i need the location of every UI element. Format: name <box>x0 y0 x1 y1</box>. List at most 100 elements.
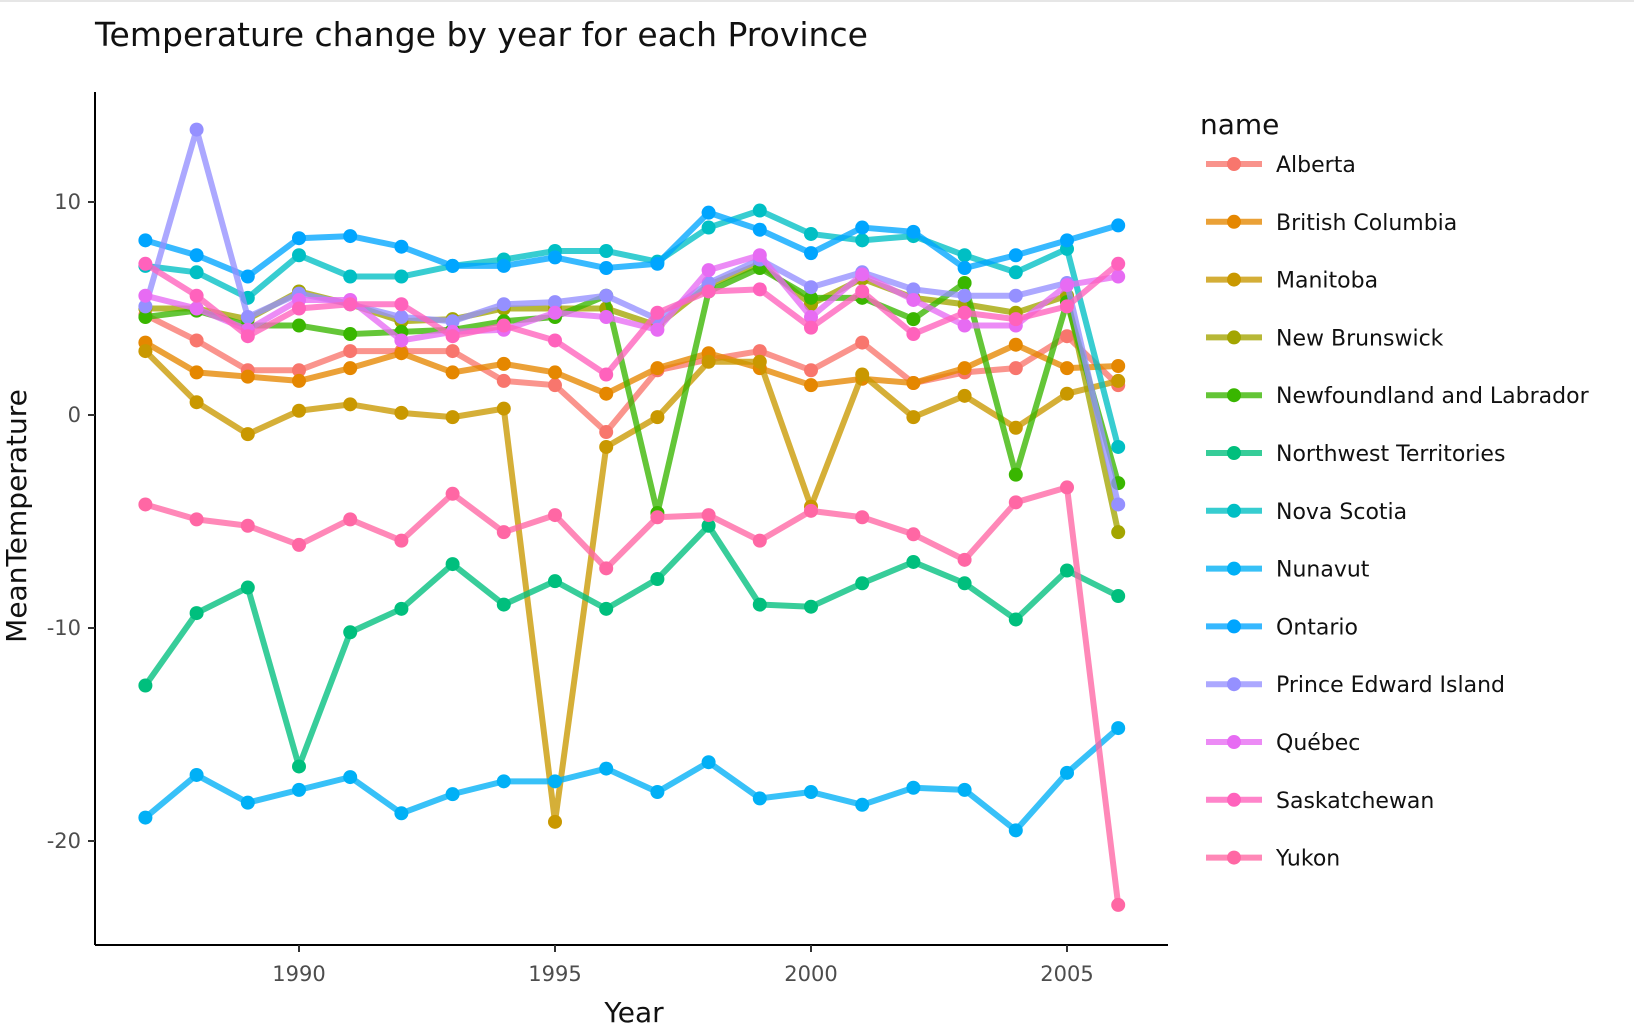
data-point-alberta <box>343 344 358 359</box>
data-point-yukon <box>650 510 665 525</box>
data-point-nunavut <box>189 767 204 782</box>
data-point-alberta <box>548 378 562 393</box>
data-point-prince-edward-island <box>1008 288 1023 303</box>
data-point-saskatchewan <box>701 284 716 299</box>
legend-item-new-brunswick: New Brunswick <box>1206 326 1444 351</box>
legend-marker <box>1227 388 1241 403</box>
data-point-qu-bec <box>906 292 921 307</box>
data-point-prince-edward-island <box>189 122 204 137</box>
data-point-nunavut <box>240 795 255 810</box>
data-point-yukon <box>599 561 614 576</box>
data-point-ontario <box>394 239 409 254</box>
data-point-british-columbia <box>957 361 972 376</box>
data-point-qu-bec <box>599 310 614 325</box>
data-point-prince-edward-island <box>957 288 972 303</box>
data-point-qu-bec <box>138 288 153 303</box>
data-point-newfoundland-and-labrador <box>138 310 153 325</box>
y-axis-title: MeanTemperature <box>0 389 33 643</box>
series-line-ontario <box>142 209 1122 280</box>
data-point-british-columbia <box>445 365 460 380</box>
data-point-ontario <box>343 229 358 244</box>
data-point-manitoba <box>138 344 153 359</box>
data-point-alberta <box>855 335 870 350</box>
data-point-manitoba <box>701 354 716 369</box>
series-line-yukon <box>142 484 1122 908</box>
data-point-ontario <box>496 258 511 273</box>
data-point-manitoba <box>292 403 306 418</box>
data-point-nunavut <box>752 791 767 806</box>
data-point-saskatchewan <box>343 297 358 312</box>
data-point-nova-scotia <box>1111 439 1126 454</box>
y-tick-label: 10 <box>54 190 81 214</box>
data-point-manitoba <box>650 410 665 425</box>
data-point-ontario <box>957 261 972 276</box>
data-point-nunavut <box>138 810 153 825</box>
legend-marker <box>1227 446 1241 460</box>
data-point-british-columbia <box>906 376 921 391</box>
data-point-northwest-territories <box>701 518 716 533</box>
data-point-yukon <box>138 497 153 512</box>
legend-item-qu-bec: Québec <box>1206 731 1360 756</box>
data-point-northwest-territories <box>138 678 153 693</box>
data-point-british-columbia <box>1111 359 1126 374</box>
data-point-prince-edward-island <box>445 314 460 329</box>
legend-marker <box>1227 792 1241 807</box>
data-point-manitoba <box>394 405 409 420</box>
x-tick-label: 1995 <box>528 962 581 986</box>
data-point-newfoundland-and-labrador <box>343 327 358 342</box>
data-point-nunavut <box>1111 721 1126 736</box>
data-point-yukon <box>701 508 716 523</box>
data-point-nunavut <box>496 774 511 789</box>
data-point-saskatchewan <box>394 297 409 312</box>
data-point-yukon <box>548 508 562 523</box>
window-top-border <box>0 0 1634 2</box>
data-point-ontario <box>1111 218 1126 233</box>
data-point-northwest-territories <box>1111 589 1126 604</box>
series-line-northwest-territories <box>142 522 1122 770</box>
data-point-prince-edward-island <box>599 288 614 303</box>
data-point-british-columbia <box>292 373 306 388</box>
data-point-ontario <box>1060 233 1074 248</box>
y-axis: -20 -10 0 10 <box>47 190 95 853</box>
series-line-nunavut <box>142 725 1122 834</box>
series-ontario <box>138 205 1126 284</box>
data-point-new-brunswick <box>1111 525 1126 540</box>
legend-marker <box>1227 619 1241 634</box>
data-point-nunavut <box>957 782 972 797</box>
legend-item-british-columbia: British Columbia <box>1206 211 1457 236</box>
data-point-manitoba <box>343 397 358 412</box>
legend-item-saskatchewan: Saskatchewan <box>1206 789 1434 814</box>
data-point-prince-edward-island <box>496 297 511 312</box>
series-yukon <box>138 480 1126 912</box>
data-point-ontario <box>906 224 921 239</box>
data-point-saskatchewan <box>292 301 306 316</box>
data-point-nova-scotia <box>957 248 972 263</box>
legend-item-alberta: Alberta <box>1206 153 1356 178</box>
data-point-british-columbia <box>240 369 255 384</box>
x-axis-title: Year <box>603 996 664 1029</box>
data-point-newfoundland-and-labrador <box>292 318 306 333</box>
series-line-british-columbia <box>142 339 1122 397</box>
data-point-ontario <box>292 231 306 246</box>
data-point-saskatchewan <box>138 256 153 271</box>
data-point-qu-bec <box>752 248 767 263</box>
data-point-northwest-territories <box>957 576 972 591</box>
data-point-prince-edward-island <box>138 299 153 314</box>
legend-item-manitoba: Manitoba <box>1206 269 1378 294</box>
data-point-ontario <box>548 250 562 265</box>
data-point-british-columbia <box>1060 361 1074 376</box>
data-point-nova-scotia <box>855 233 870 248</box>
data-point-saskatchewan <box>1060 299 1074 314</box>
data-point-newfoundland-and-labrador <box>906 312 921 327</box>
data-point-ontario <box>189 248 204 263</box>
data-point-alberta <box>445 344 460 359</box>
data-point-saskatchewan <box>445 329 460 344</box>
legend-label: Ontario <box>1276 615 1358 640</box>
data-point-newfoundland-and-labrador <box>957 275 972 290</box>
data-point-manitoba <box>189 395 204 410</box>
legend-label: Saskatchewan <box>1276 789 1434 814</box>
data-point-alberta <box>496 373 511 388</box>
legend-label: Prince Edward Island <box>1276 673 1505 698</box>
data-point-alberta <box>1060 329 1074 344</box>
data-point-yukon <box>240 518 255 533</box>
